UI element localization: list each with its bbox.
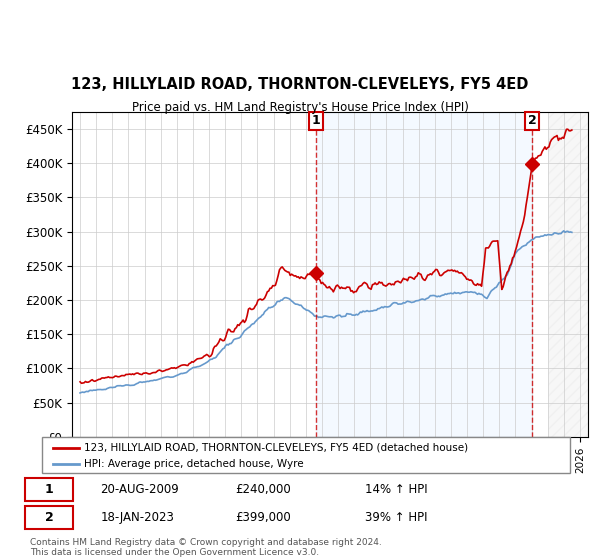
Text: 18-JAN-2023: 18-JAN-2023 (100, 511, 174, 524)
Text: £240,000: £240,000 (235, 483, 291, 496)
Text: Price paid vs. HM Land Registry's House Price Index (HPI): Price paid vs. HM Land Registry's House … (131, 101, 469, 114)
FancyBboxPatch shape (25, 506, 73, 529)
Text: 39% ↑ HPI: 39% ↑ HPI (365, 511, 427, 524)
FancyBboxPatch shape (42, 437, 570, 473)
Text: 1: 1 (44, 483, 53, 496)
Text: 2: 2 (528, 114, 537, 127)
Text: £399,000: £399,000 (235, 511, 291, 524)
Bar (548, 112, 588, 437)
Text: 2: 2 (44, 511, 53, 524)
Text: Contains HM Land Registry data © Crown copyright and database right 2024.
This d: Contains HM Land Registry data © Crown c… (30, 538, 382, 557)
FancyBboxPatch shape (25, 478, 73, 501)
Text: 14% ↑ HPI: 14% ↑ HPI (365, 483, 427, 496)
Text: 123, HILLYLAID ROAD, THORNTON-CLEVELEYS, FY5 4ED (detached house): 123, HILLYLAID ROAD, THORNTON-CLEVELEYS,… (84, 443, 469, 452)
Text: 123, HILLYLAID ROAD, THORNTON-CLEVELEYS, FY5 4ED: 123, HILLYLAID ROAD, THORNTON-CLEVELEYS,… (71, 77, 529, 92)
Text: 20-AUG-2009: 20-AUG-2009 (100, 483, 179, 496)
Text: HPI: Average price, detached house, Wyre: HPI: Average price, detached house, Wyre (84, 459, 304, 469)
Text: 1: 1 (312, 114, 320, 127)
Bar (316, 112, 532, 437)
